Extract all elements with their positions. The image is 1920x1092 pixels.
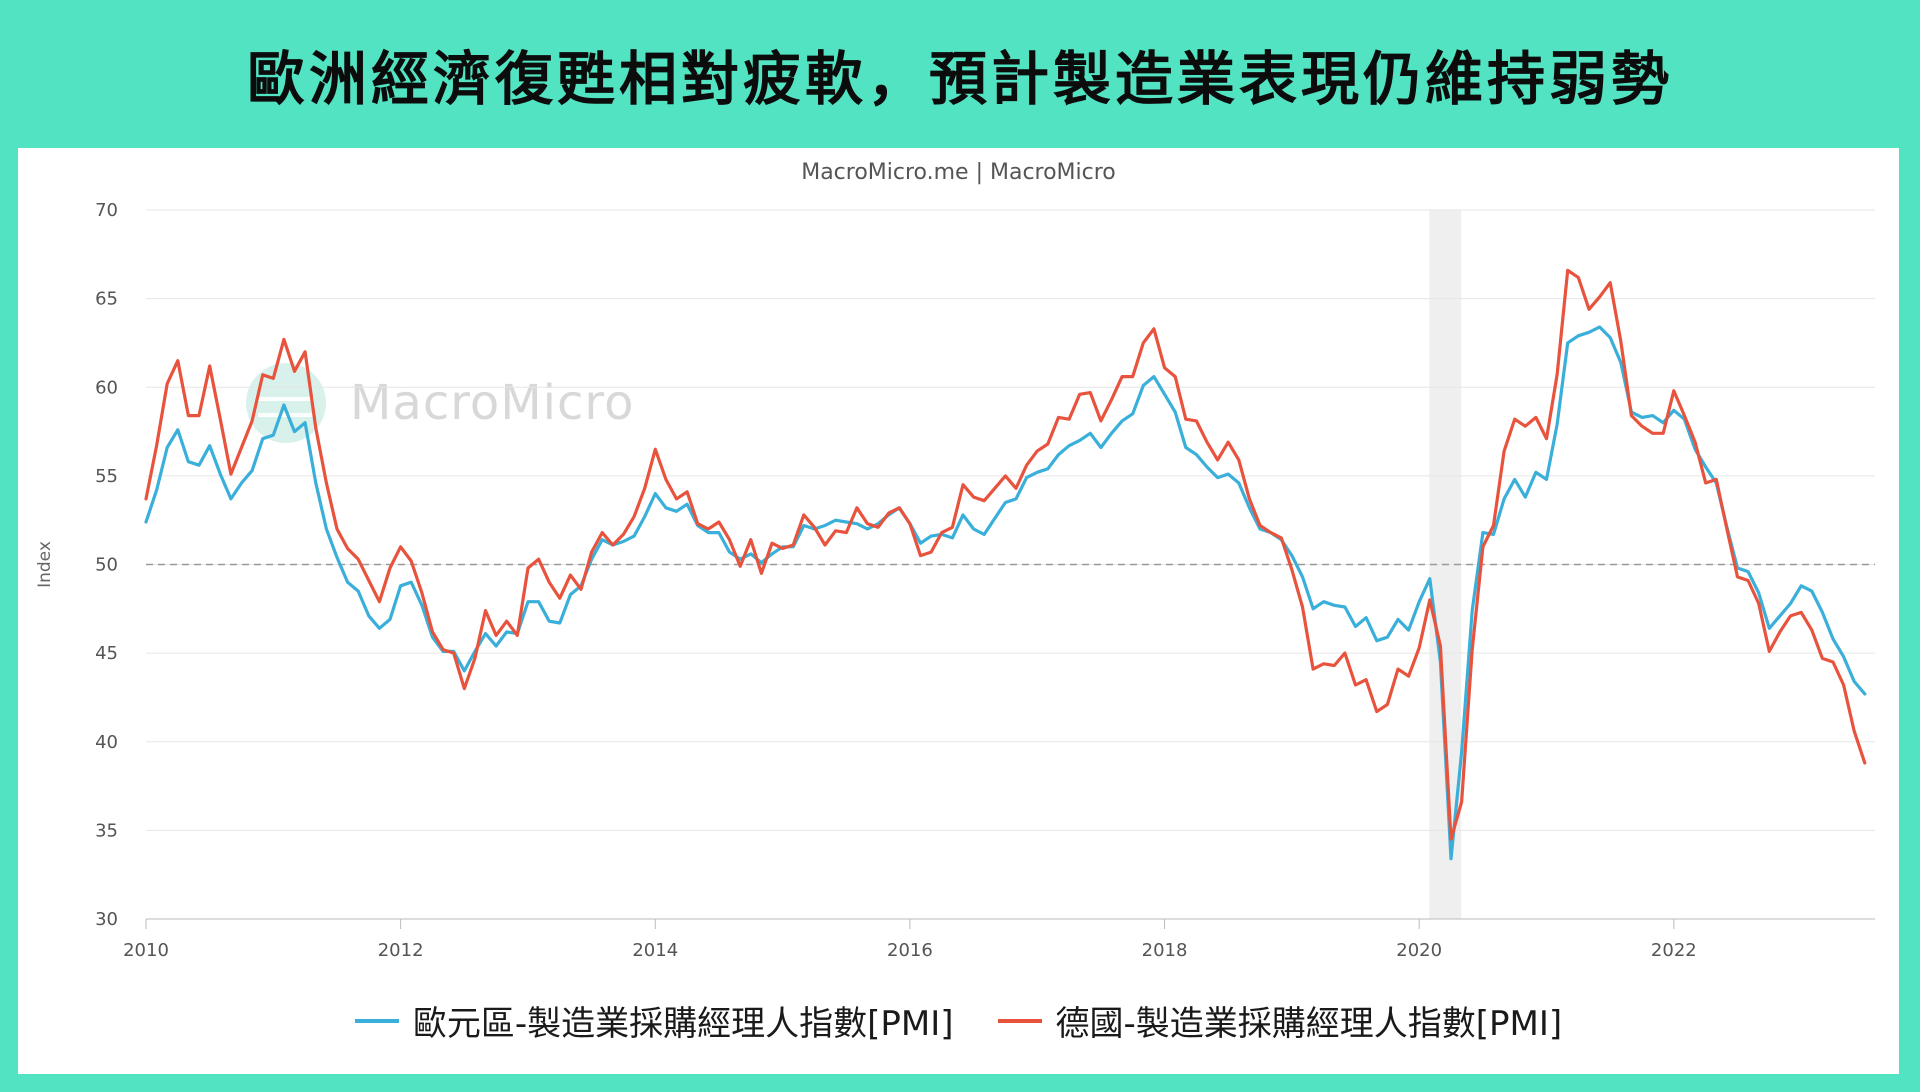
y-tick-label: 45 — [95, 643, 118, 664]
legend-swatch-eurozone — [354, 1018, 399, 1023]
y-tick-label: 50 — [95, 555, 118, 576]
y-axis-label: Index — [35, 541, 55, 588]
legend-item-eurozone[interactable]: 歐元區-製造業採購經理人指數[PMI] — [354, 996, 954, 1045]
y-tick-label: 60 — [95, 377, 118, 398]
x-tick-label: 2010 — [123, 940, 169, 961]
page-title: 歐洲經濟復甦相對疲軟，預計製造業表現仍維持弱勢 — [246, 45, 1673, 113]
chart-credit: MacroMicro.me | MacroMicro — [801, 160, 1116, 185]
legend-swatch-germany — [997, 1018, 1042, 1023]
y-tick-label: 70 — [95, 200, 118, 221]
x-tick-label: 2014 — [632, 940, 678, 961]
y-tick-label: 30 — [95, 909, 118, 930]
x-tick-label: 2018 — [1142, 940, 1188, 961]
x-tick-label: 2020 — [1396, 940, 1442, 961]
y-tick-label: 35 — [95, 820, 118, 841]
x-tick-label: 2016 — [887, 940, 933, 961]
series-line-germany — [144, 268, 1867, 841]
line-chart: 30 35 40 45 50 55 60 65 70 2010 2012 2014 2016 2018 20… — [35, 200, 1875, 961]
series-line-eurozone — [144, 325, 1867, 861]
chart-panel: MacroMicro.me | MacroMicro MacroMicro 30… — [18, 148, 1899, 1074]
x-tick-label: 2012 — [378, 940, 424, 961]
watermark-text: MacroMicro — [350, 375, 635, 431]
y-tick-label: 40 — [95, 732, 118, 753]
legend-item-germany[interactable]: 德國-製造業採購經理人指數[PMI] — [997, 996, 1563, 1045]
legend-label-germany: 德國-製造業採購經理人指數[PMI] — [1055, 1004, 1563, 1044]
x-tick-label: 2022 — [1651, 940, 1697, 961]
legend-label-eurozone: 歐元區-製造業採購經理人指數[PMI] — [412, 1004, 954, 1044]
y-tick-label: 55 — [95, 466, 118, 487]
legend: 歐元區-製造業採購經理人指數[PMI] 德國-製造業採購經理人指數[PMI] — [18, 996, 1899, 1045]
y-tick-label: 65 — [95, 289, 118, 310]
